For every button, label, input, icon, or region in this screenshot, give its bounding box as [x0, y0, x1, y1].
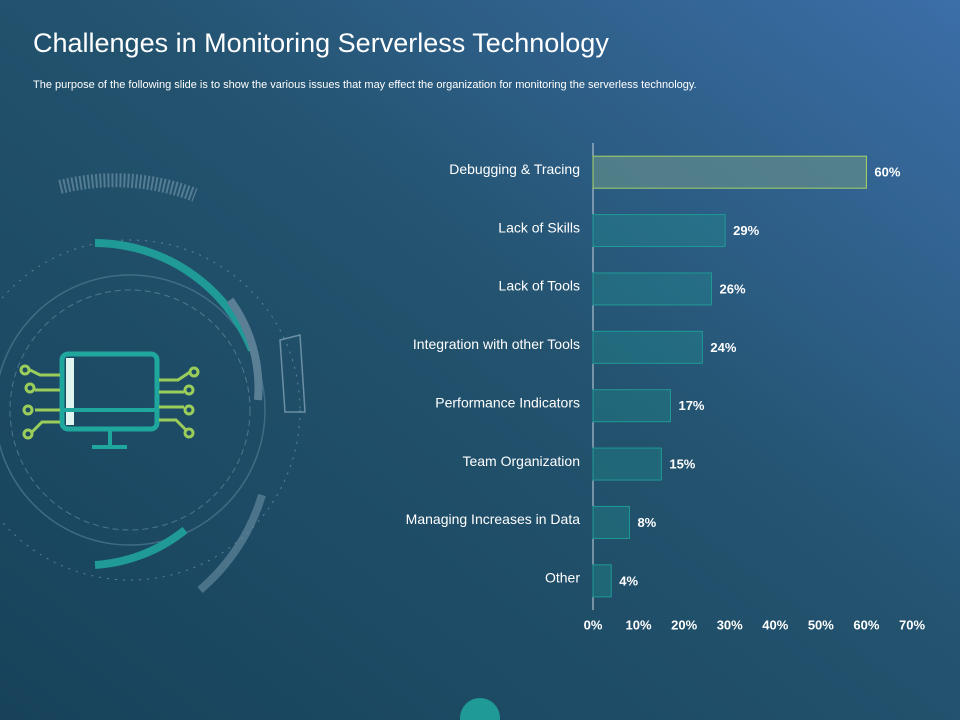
chart-title: Challenges in Monitoring Serverless Tech…	[33, 28, 609, 58]
x-tick-label: 60%	[853, 617, 879, 632]
value-label: 8%	[637, 515, 656, 530]
bar	[592, 272, 712, 306]
x-tick-label: 0%	[584, 617, 603, 632]
x-tick-label: 30%	[717, 617, 743, 632]
value-label: 60%	[874, 165, 900, 180]
value-label: 15%	[669, 457, 695, 472]
bar	[592, 214, 726, 248]
y-tick-label: Team Organization	[462, 453, 580, 469]
y-tick-label: Performance Indicators	[435, 394, 580, 410]
decor-circle	[460, 698, 500, 720]
value-label: 17%	[678, 398, 704, 413]
value-label: 24%	[710, 340, 736, 355]
x-tick-label: 20%	[671, 617, 697, 632]
bar	[592, 155, 867, 189]
y-tick-label: Integration with other Tools	[413, 336, 580, 352]
x-tick-label: 40%	[762, 617, 788, 632]
bar	[592, 447, 662, 481]
bar	[592, 505, 630, 539]
illustration	[0, 173, 306, 594]
y-tick-label: Managing Increases in Data	[406, 511, 581, 527]
bar	[592, 389, 671, 423]
y-tick-label: Lack of Skills	[498, 219, 580, 235]
y-tick-label: Lack of Tools	[499, 278, 580, 294]
x-tick-label: 50%	[808, 617, 834, 632]
y-tick-label: Other	[545, 570, 580, 586]
x-tick-label: 10%	[626, 617, 652, 632]
bar	[592, 330, 703, 364]
x-tick-label: 70%	[899, 617, 925, 632]
value-label: 26%	[719, 281, 745, 296]
y-tick-label: Debugging & Tracing	[449, 161, 580, 177]
chart-subtitle: The purpose of the following slide is to…	[33, 79, 697, 91]
value-label: 4%	[619, 573, 638, 588]
value-label: 29%	[733, 223, 759, 238]
bar	[592, 564, 612, 598]
